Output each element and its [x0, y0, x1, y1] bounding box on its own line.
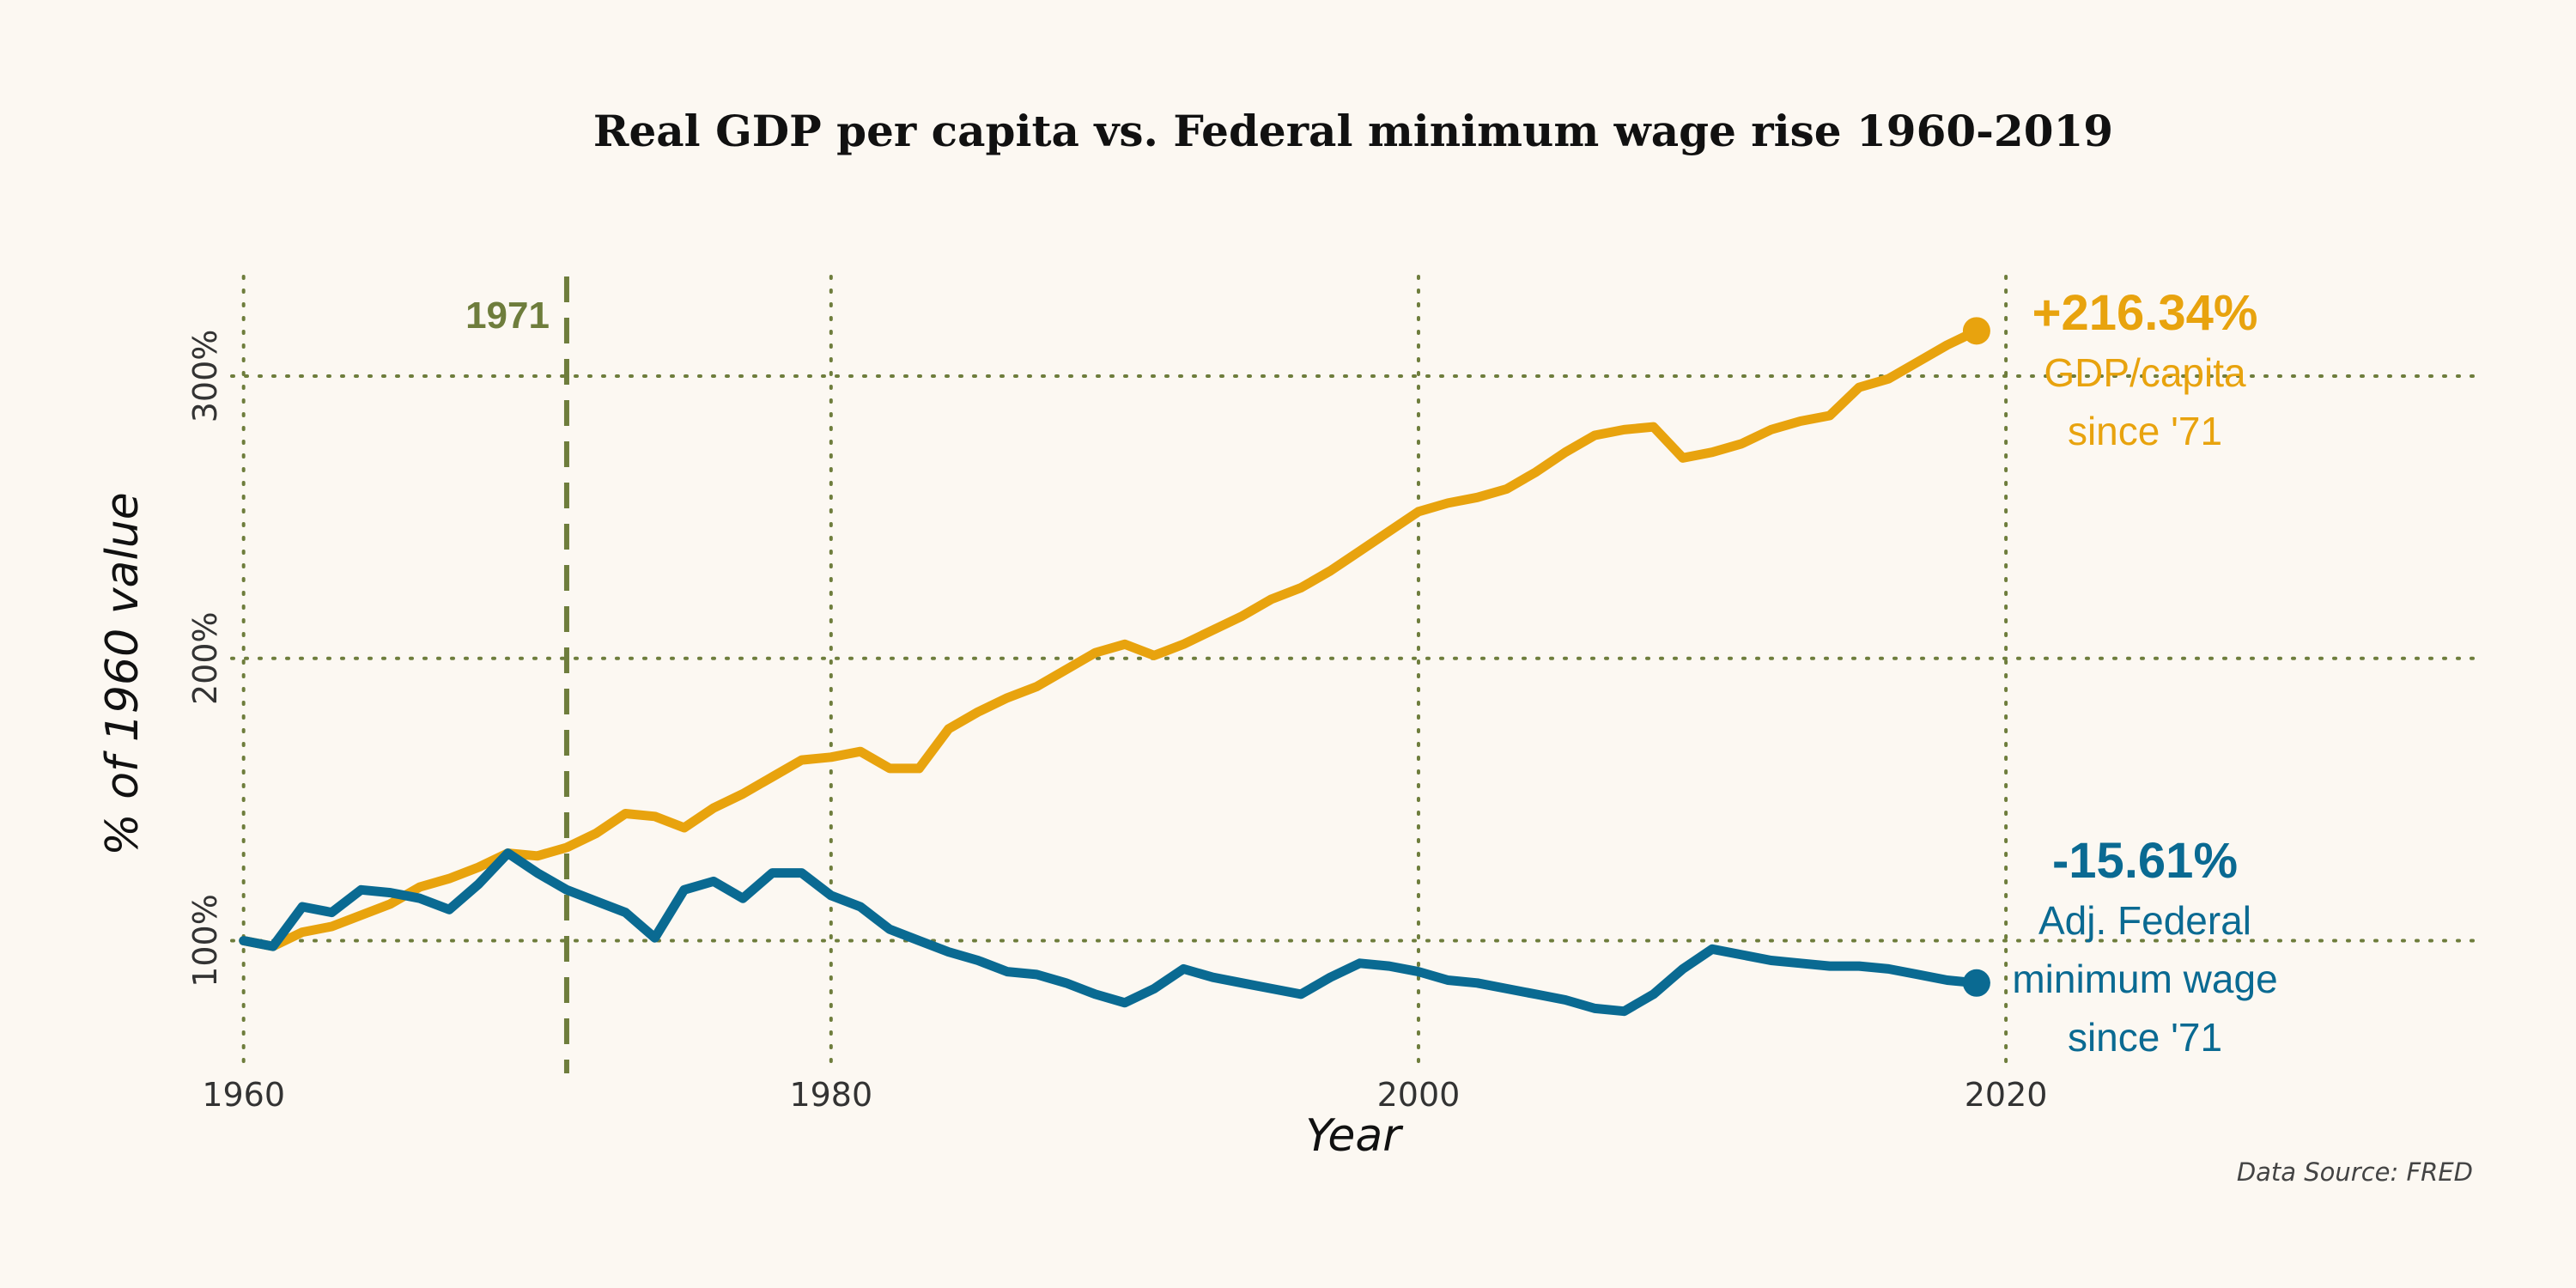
wage-annotation-line-1: Adj. Federal: [2038, 898, 2251, 943]
y-axis-title: % of 1960 value: [97, 492, 149, 856]
gdp-end-point: [1962, 317, 1990, 345]
gdp-change-label: +216.34%: [2032, 285, 2258, 341]
gdp-series-line: [239, 325, 1982, 951]
wage-end-point: [1962, 969, 1990, 997]
gdp-annotation-line-2: since '71: [2068, 409, 2222, 453]
gdp-annotation-line-1: GDP/capita: [2044, 350, 2246, 395]
y-tick-label-300: 300%: [186, 330, 224, 423]
wage-series-line: [239, 848, 1982, 1017]
series-layer: [239, 317, 1990, 1017]
x-tick-label-2000: 2000: [1377, 1076, 1461, 1114]
reference-line-label: 1971: [465, 295, 550, 337]
x-tick-label-1960: 1960: [202, 1076, 285, 1114]
grid-layer: [230, 275, 2475, 1075]
wage-annotation-line-2: minimum wage: [2012, 957, 2277, 1001]
source-note: Data Source: FRED: [2237, 1157, 2473, 1187]
wage-change-label: -15.61%: [2052, 833, 2238, 889]
reference-line-group: 1971: [465, 276, 569, 1073]
x-tick-label-2020: 2020: [1965, 1076, 2048, 1114]
x-tick-label-1980: 1980: [789, 1076, 872, 1114]
chart-title: Real GDP per capita vs. Federal minimum …: [593, 106, 2113, 156]
y-tick-label-200: 200%: [186, 611, 224, 705]
wage-annotation-line-3: since '71: [2068, 1015, 2222, 1060]
x-axis-title: Year: [1305, 1110, 1404, 1162]
y-tick-label-100: 100%: [186, 894, 224, 987]
tick-labels: 1960 1980 2000 2020 100% 200% 300%: [186, 330, 2047, 1114]
end-annotations: +216.34% GDP/capita since '71 -15.61% Adj. F…: [2012, 285, 2277, 1060]
